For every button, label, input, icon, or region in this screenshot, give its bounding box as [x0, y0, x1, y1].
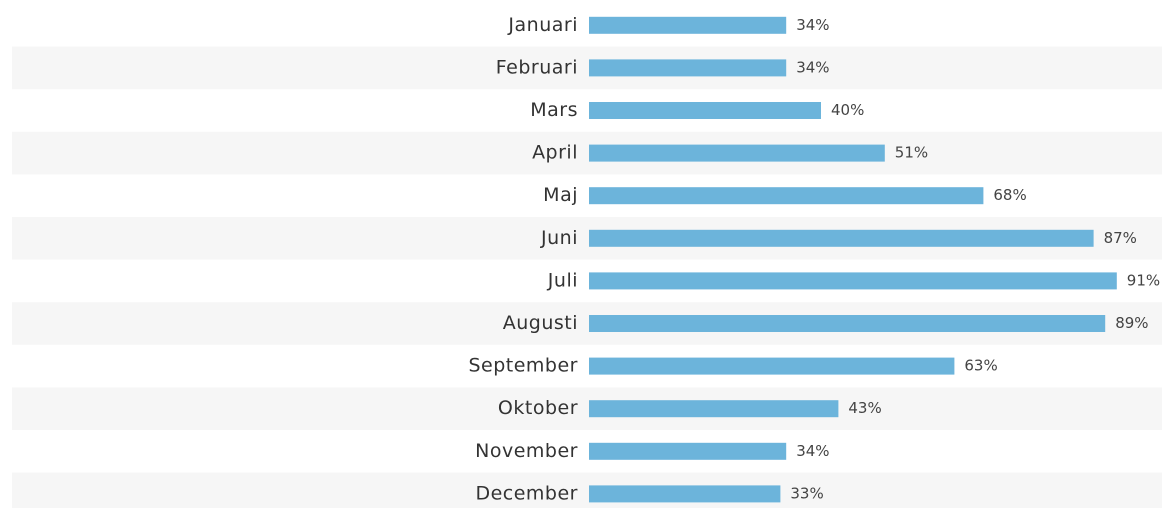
value-label: 33%	[790, 484, 823, 502]
category-label: September	[468, 355, 578, 377]
bar	[589, 485, 781, 503]
bar	[589, 442, 787, 460]
value-label: 34%	[796, 16, 829, 34]
value-label: 89%	[1115, 314, 1148, 332]
row-band	[12, 472, 1162, 508]
bar	[589, 272, 1117, 290]
value-label: 63%	[964, 357, 997, 375]
value-label: 43%	[848, 399, 881, 417]
category-label: Juli	[547, 269, 578, 291]
bar	[589, 357, 955, 375]
category-label: Juni	[540, 227, 578, 249]
category-label: Februari	[496, 56, 578, 78]
value-label: 40%	[831, 101, 864, 119]
bar	[589, 229, 1094, 247]
row-band	[12, 46, 1162, 90]
value-label: 34%	[796, 58, 829, 76]
bar	[589, 102, 821, 119]
bar	[589, 400, 839, 418]
value-label: 91%	[1127, 271, 1160, 289]
category-label: Oktober	[498, 397, 578, 419]
category-label: Maj	[543, 184, 578, 206]
value-label: 68%	[993, 186, 1026, 204]
category-label: April	[532, 142, 578, 164]
bar	[589, 144, 885, 162]
bar	[589, 187, 984, 205]
category-label: Mars	[530, 99, 578, 121]
bar	[589, 16, 787, 34]
bar	[589, 59, 787, 77]
value-label: 87%	[1104, 229, 1137, 247]
row-band	[12, 387, 1162, 430]
bar	[589, 315, 1106, 332]
category-label: Januari	[507, 14, 578, 36]
category-label: Augusti	[503, 312, 578, 334]
category-label: December	[475, 482, 578, 504]
category-label: November	[475, 440, 578, 462]
value-label: 51%	[895, 144, 928, 162]
row-band	[12, 131, 1162, 175]
value-label: 34%	[796, 442, 829, 460]
